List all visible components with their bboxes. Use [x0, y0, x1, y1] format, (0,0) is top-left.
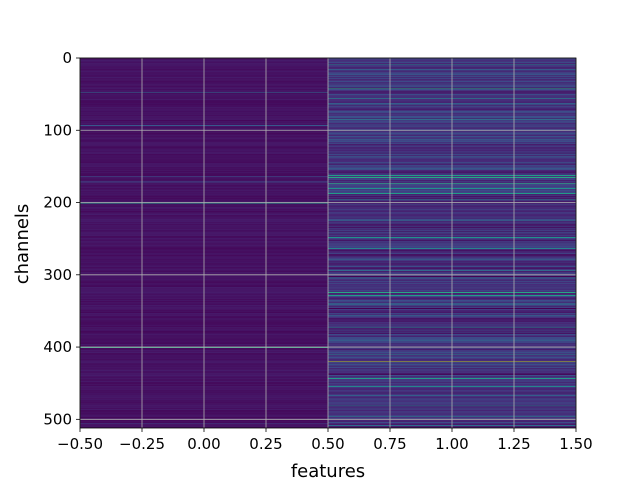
- x-tick-label: 0.00: [187, 435, 220, 453]
- x-axis-ticks: −0.50 −0.25 0.00 0.25 0.50 0.75 1.00 1.25 1.50: [57, 428, 593, 453]
- y-tick-label: 400: [43, 338, 72, 356]
- x-axis-label: features: [291, 461, 365, 480]
- x-tick-label: −0.25: [119, 435, 165, 453]
- y-tick-label: 500: [43, 410, 72, 428]
- x-tick-label: 1.25: [497, 435, 530, 453]
- x-tick-label: 1.50: [559, 435, 592, 453]
- x-tick-label: 0.75: [373, 435, 406, 453]
- y-tick-label: 200: [43, 194, 72, 212]
- x-tick-label: 1.00: [435, 435, 468, 453]
- y-axis-label: channels: [12, 204, 33, 285]
- x-tick-label: 0.25: [249, 435, 282, 453]
- y-tick-label: 100: [43, 121, 72, 139]
- y-axis-ticks: 0 100 200 300 400 500: [43, 49, 80, 428]
- y-tick-label: 300: [43, 266, 72, 284]
- x-tick-label: −0.50: [57, 435, 103, 453]
- y-tick-label: 0: [62, 49, 72, 67]
- x-tick-label: 0.50: [311, 435, 344, 453]
